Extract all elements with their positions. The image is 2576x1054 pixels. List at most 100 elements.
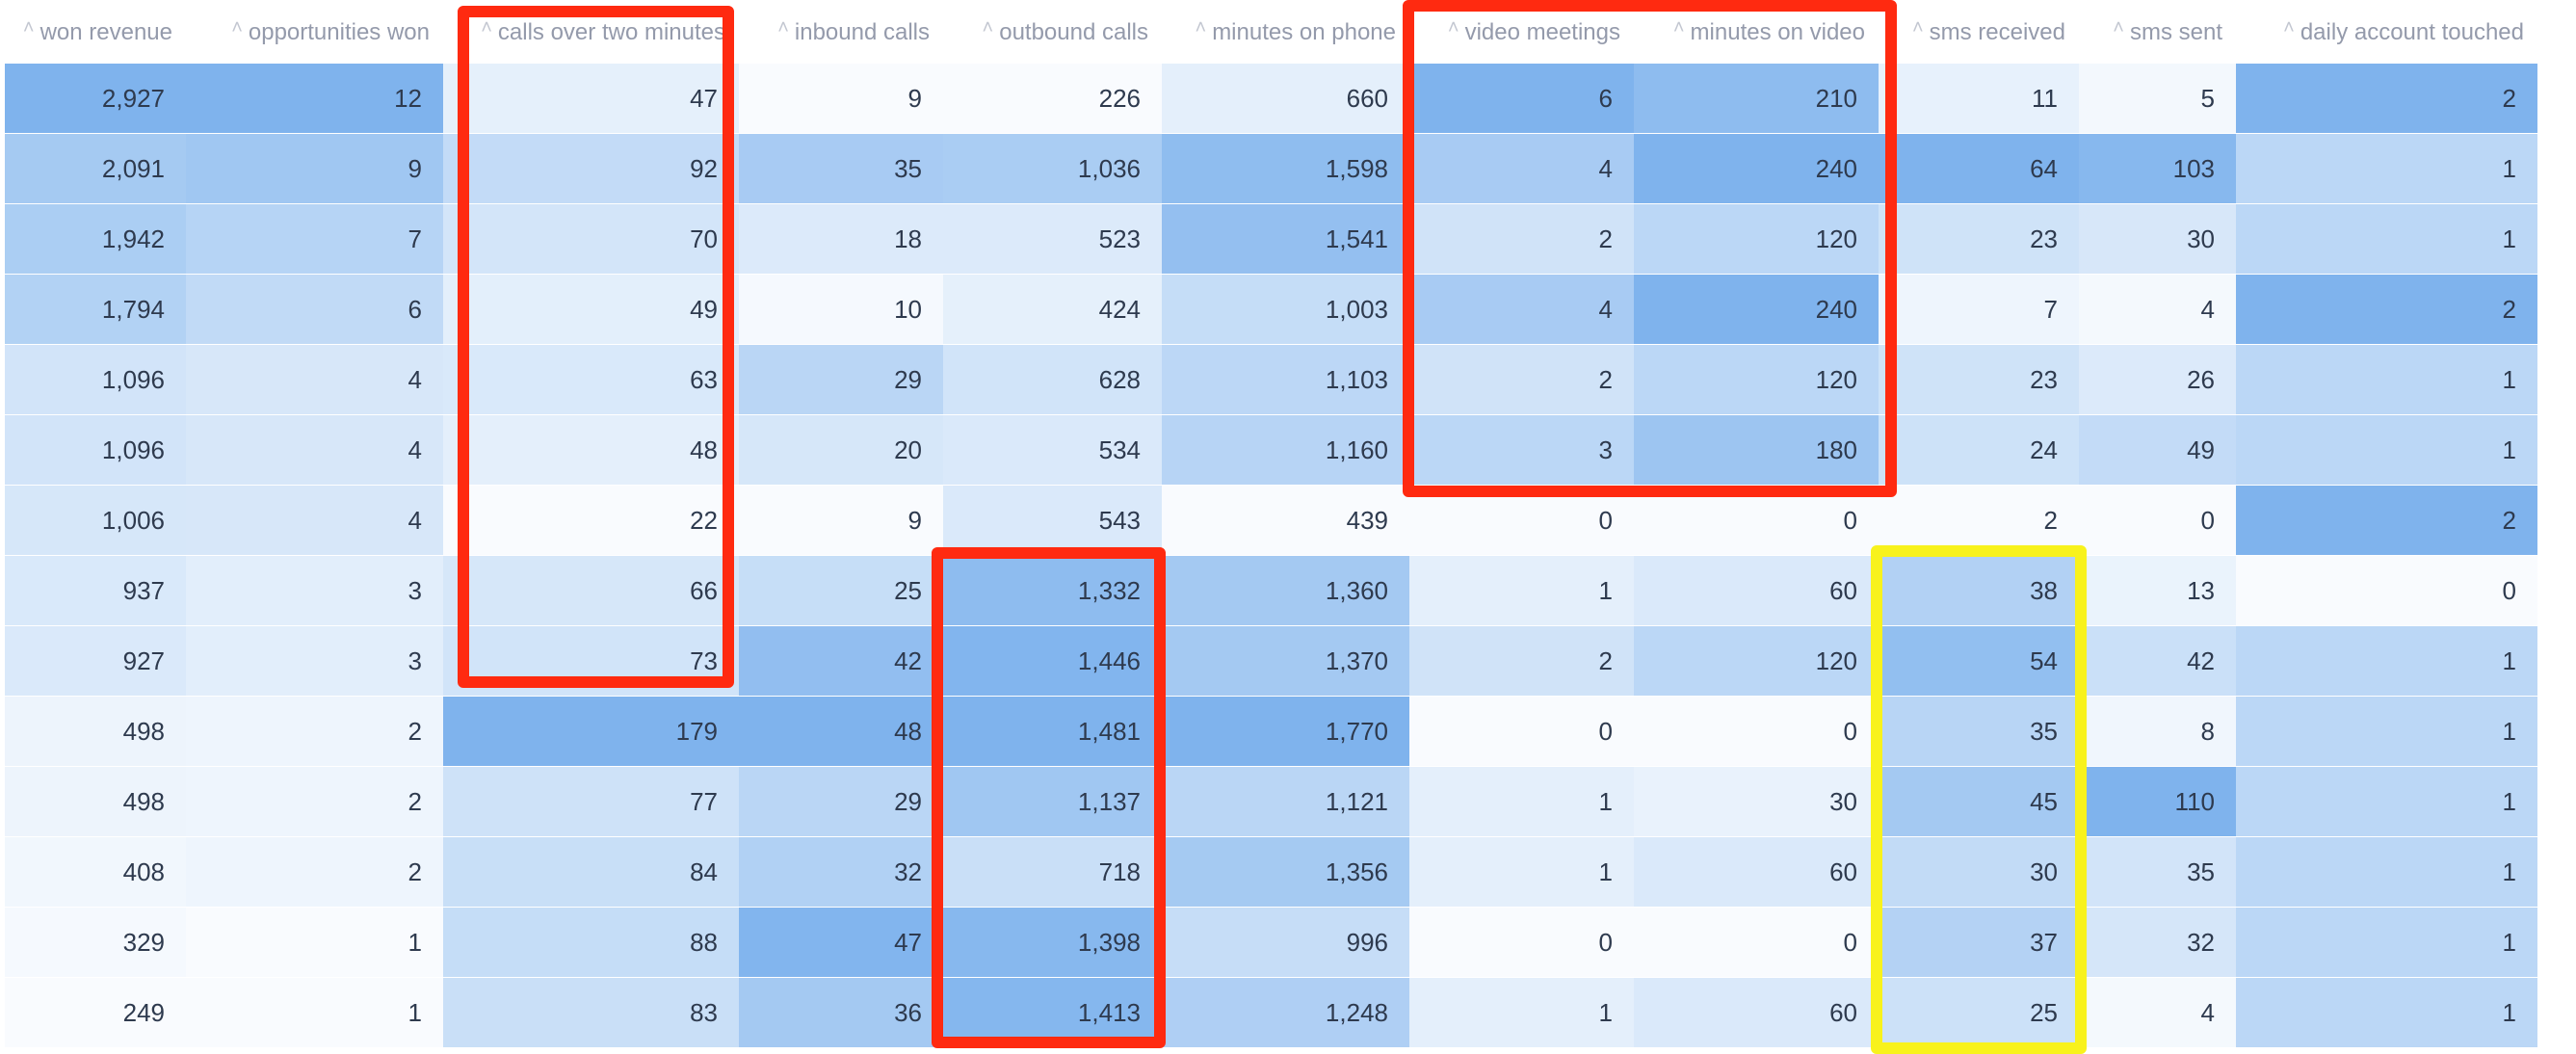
column-header[interactable]: ˄ inbound calls xyxy=(739,0,943,64)
table-cell: 1,248 xyxy=(1162,977,1409,1048)
table-cell: 120 xyxy=(1634,203,1879,275)
table-cell: 523 xyxy=(943,203,1162,275)
table-cell: 120 xyxy=(1634,625,1879,697)
table-cell: 1,413 xyxy=(943,977,1162,1048)
column-header-label: calls over two minutes xyxy=(497,19,725,45)
table-cell: 1 xyxy=(2236,344,2537,415)
column-header[interactable]: ˄ opportunities won xyxy=(186,0,443,64)
table-cell: 83 xyxy=(443,977,739,1048)
table-cell: 0 xyxy=(1634,696,1879,767)
table-cell: 937 xyxy=(5,555,186,626)
table-cell: 329 xyxy=(5,907,186,978)
table-row[interactable]: 2,927 12 47 9 226 660 6 210 11 5 2 xyxy=(5,64,2537,134)
table-cell: 543 xyxy=(943,485,1162,556)
table-row[interactable]: 927 3 73 42 1,446 1,370 2 120 54 42 1 xyxy=(5,625,2537,697)
table-cell: 927 xyxy=(5,625,186,697)
column-header[interactable]: ˄ minutes on phone xyxy=(1162,0,1409,64)
table-cell: 2 xyxy=(186,766,443,837)
column-header-label: sms sent xyxy=(2129,19,2222,45)
table-cell: 996 xyxy=(1162,907,1409,978)
column-header[interactable]: ˄ sms sent xyxy=(2079,0,2236,64)
table-cell: 4 xyxy=(1409,133,1634,204)
column-header[interactable]: ˄ sms received xyxy=(1879,0,2079,64)
column-header-label: won revenue xyxy=(39,19,172,45)
table-cell: 18 xyxy=(739,203,943,275)
table-cell: 1 xyxy=(1409,766,1634,837)
table-cell: 2,091 xyxy=(5,133,186,204)
caret-up-icon: ˄ xyxy=(231,17,243,39)
column-header-label: daily account touched xyxy=(2300,19,2524,45)
table-cell: 36 xyxy=(739,977,943,1048)
table-cell: 9 xyxy=(739,64,943,134)
table-cell: 1 xyxy=(2236,414,2537,486)
data-table: ˄ won revenue ˄ opportunities won ˄ calls ove… xyxy=(5,0,2537,1048)
table-cell: 60 xyxy=(1634,977,1879,1048)
table-row[interactable]: 1,006 4 22 9 543 439 0 0 2 0 2 xyxy=(5,485,2537,556)
table-row[interactable]: 249 1 83 36 1,413 1,248 1 60 25 4 1 xyxy=(5,977,2537,1048)
table-cell: 48 xyxy=(739,696,943,767)
table-cell: 2 xyxy=(1409,625,1634,697)
table-cell: 1,398 xyxy=(943,907,1162,978)
table-cell: 22 xyxy=(443,485,739,556)
table-cell: 0 xyxy=(2079,485,2236,556)
table-cell: 1,036 xyxy=(943,133,1162,204)
table-cell: 1,598 xyxy=(1162,133,1409,204)
caret-up-icon: ˄ xyxy=(1672,17,1685,39)
table-cell: 1 xyxy=(1409,977,1634,1048)
table-cell: 35 xyxy=(1879,696,2079,767)
table-cell: 25 xyxy=(739,555,943,626)
table-cell: 0 xyxy=(1634,485,1879,556)
table-row[interactable]: 937 3 66 25 1,332 1,360 1 60 38 13 0 xyxy=(5,555,2537,626)
table-cell: 2 xyxy=(1409,203,1634,275)
table-row[interactable]: 1,096 4 48 20 534 1,160 3 180 24 49 1 xyxy=(5,414,2537,486)
table-cell: 24 xyxy=(1879,414,2079,486)
table-cell: 54 xyxy=(1879,625,2079,697)
table-row[interactable]: 329 1 88 47 1,398 996 0 0 37 32 1 xyxy=(5,907,2537,978)
table-cell: 11 xyxy=(1879,64,2079,134)
column-header[interactable]: ˄ won revenue xyxy=(5,0,186,64)
caret-up-icon: ˄ xyxy=(982,17,994,39)
table-cell: 1,794 xyxy=(5,274,186,345)
table-cell: 2 xyxy=(2236,274,2537,345)
table-cell: 32 xyxy=(739,836,943,908)
table-row[interactable]: 2,091 9 92 35 1,036 1,598 4 240 64 103 1 xyxy=(5,133,2537,204)
column-header[interactable]: ˄ minutes on video xyxy=(1634,0,1879,64)
column-header-label: outbound calls xyxy=(999,19,1148,45)
column-header[interactable]: ˄ daily account touched xyxy=(2236,0,2537,64)
caret-up-icon: ˄ xyxy=(777,17,789,39)
table-cell: 1,360 xyxy=(1162,555,1409,626)
table-cell: 12 xyxy=(186,64,443,134)
table-cell: 498 xyxy=(5,696,186,767)
column-header[interactable]: ˄ video meetings xyxy=(1409,0,1634,64)
table-row[interactable]: 1,096 4 63 29 628 1,103 2 120 23 26 1 xyxy=(5,344,2537,415)
table-cell: 23 xyxy=(1879,344,2079,415)
table-cell: 0 xyxy=(1409,485,1634,556)
table-cell: 0 xyxy=(2236,555,2537,626)
table-cell: 30 xyxy=(1634,766,1879,837)
caret-up-icon: ˄ xyxy=(2113,17,2124,39)
table-cell: 2 xyxy=(1409,344,1634,415)
table-cell: 84 xyxy=(443,836,739,908)
table-cell: 5 xyxy=(2079,64,2236,134)
caret-up-icon: ˄ xyxy=(2283,17,2295,39)
table-cell: 23 xyxy=(1879,203,2079,275)
table-cell: 1,942 xyxy=(5,203,186,275)
table-cell: 103 xyxy=(2079,133,2236,204)
table-cell: 1,370 xyxy=(1162,625,1409,697)
table-cell: 9 xyxy=(186,133,443,204)
table-cell: 26 xyxy=(2079,344,2236,415)
table-row[interactable]: 498 2 77 29 1,137 1,121 1 30 45 110 1 xyxy=(5,766,2537,837)
table-cell: 38 xyxy=(1879,555,2079,626)
table-row[interactable]: 1,794 6 49 10 424 1,003 4 240 7 4 2 xyxy=(5,274,2537,345)
table-cell: 10 xyxy=(739,274,943,345)
column-header-label: sms received xyxy=(1929,19,2065,45)
table-cell: 2 xyxy=(186,696,443,767)
column-header[interactable]: ˄ outbound calls xyxy=(943,0,1162,64)
table-cell: 120 xyxy=(1634,344,1879,415)
table-cell: 1,160 xyxy=(1162,414,1409,486)
table-cell: 88 xyxy=(443,907,739,978)
column-header[interactable]: ˄ calls over two minutes xyxy=(443,0,739,64)
table-row[interactable]: 498 2 179 48 1,481 1,770 0 0 35 8 1 xyxy=(5,696,2537,767)
table-row[interactable]: 1,942 7 70 18 523 1,541 2 120 23 30 1 xyxy=(5,203,2537,275)
table-row[interactable]: 408 2 84 32 718 1,356 1 60 30 35 1 xyxy=(5,836,2537,908)
